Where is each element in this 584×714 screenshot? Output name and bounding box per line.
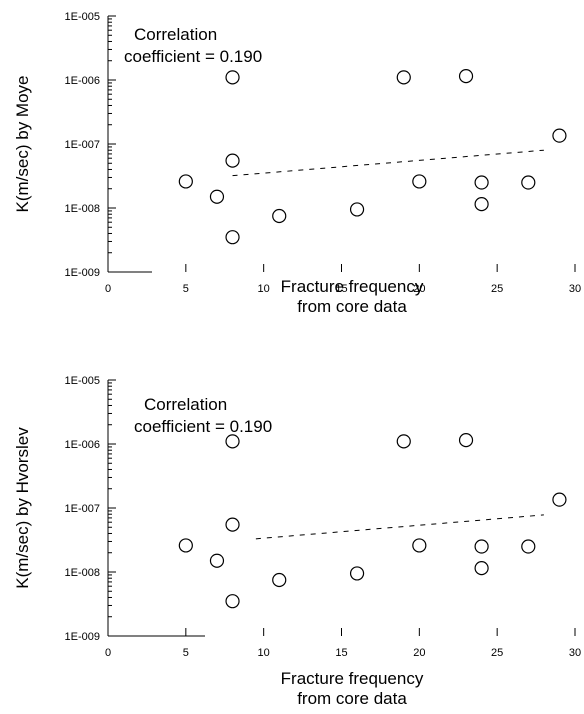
data-point (272, 572, 287, 588)
x-tick-label: 30 (569, 283, 581, 295)
data-point (178, 538, 193, 553)
y-tick-label: 1E-006 (65, 75, 100, 87)
data-point (474, 561, 489, 576)
data-point (458, 433, 474, 448)
data-point (474, 539, 489, 554)
chart-moye: 1E-009 1E-008 1E-007 1E-006 1E-005 0 5 10 15 20 2… (13, 11, 581, 316)
data-point (412, 538, 427, 553)
y-tick-label: 1E-009 (65, 631, 100, 643)
annotation-line-1: Correlation (134, 25, 217, 44)
y-tick-label: 1E-007 (65, 139, 100, 151)
data-point (412, 174, 427, 189)
data-point (225, 517, 240, 532)
data-point (349, 566, 365, 581)
data-point (225, 434, 240, 449)
tick-marks (107, 15, 576, 273)
data-point (225, 230, 240, 245)
data-points (178, 69, 567, 245)
data-point (396, 434, 411, 449)
x-tick-label: 20 (413, 647, 425, 659)
data-point (178, 174, 193, 189)
x-axis-title-line-2: from core data (297, 297, 407, 316)
y-tick-labels: 1E-009 1E-008 1E-007 1E-006 1E-005 (65, 375, 100, 643)
x-axis-title-line-1: Fracture frequency (281, 277, 424, 296)
data-point (521, 175, 536, 190)
y-axis-title: K(m/sec) by Hvorslev (13, 427, 32, 589)
trend-line (255, 514, 544, 540)
data-point (349, 202, 365, 217)
y-tick-label: 1E-006 (65, 439, 100, 451)
data-point (209, 189, 225, 204)
data-point (474, 175, 489, 190)
y-tick-label: 1E-005 (65, 375, 100, 387)
x-tick-label: 10 (258, 647, 270, 659)
x-tick-label: 5 (183, 283, 189, 295)
data-point (225, 594, 240, 609)
trend-line-segment (232, 149, 544, 177)
y-tick-label: 1E-008 (65, 203, 100, 215)
x-tick-label: 10 (258, 283, 270, 295)
data-point (225, 153, 240, 168)
x-tick-label: 25 (491, 647, 503, 659)
x-tick-label: 15 (335, 283, 347, 295)
y-tick-label: 1E-008 (65, 567, 100, 579)
data-point (474, 197, 489, 212)
x-tick-label: 5 (183, 647, 189, 659)
data-point (458, 69, 474, 84)
data-point (225, 70, 240, 85)
y-tick-label: 1E-007 (65, 503, 100, 515)
y-tick-labels: 1E-009 1E-008 1E-007 1E-006 1E-005 (65, 11, 100, 279)
x-tick-label: 0 (105, 283, 111, 295)
y-tick-label: 1E-009 (65, 267, 100, 279)
annotation-line-1: Correlation (144, 395, 227, 414)
x-tick-label: 0 (105, 647, 111, 659)
data-point (396, 70, 411, 85)
y-tick-label: 1E-005 (65, 11, 100, 23)
x-tick-label: 15 (335, 647, 347, 659)
x-axis-title-line-2: from core data (297, 689, 407, 708)
x-tick-label: 25 (491, 283, 503, 295)
x-tick-label: 30 (569, 647, 581, 659)
data-point (552, 128, 567, 143)
data-point (272, 208, 287, 224)
chart-hvorslev: 1E-009 1E-008 1E-007 1E-006 1E-005 0 5 10 15 20 2… (13, 375, 581, 708)
x-axis-title-line-1: Fracture frequency (281, 669, 424, 688)
trend-line-segment (255, 514, 544, 540)
annotation-line-2: coefficient = 0.190 (134, 417, 272, 436)
trend-line (232, 149, 544, 177)
x-tick-label: 20 (413, 283, 425, 295)
data-points (178, 433, 567, 609)
x-tick-labels: 0 5 10 15 20 25 30 (105, 647, 581, 659)
tick-marks (107, 379, 576, 637)
data-point (521, 539, 536, 554)
x-tick-labels: 0 5 10 15 20 25 30 (105, 283, 581, 295)
data-point (209, 553, 225, 568)
annotation-line-2: coefficient = 0.190 (124, 47, 262, 66)
y-axis-title: K(m/sec) by Moye (13, 76, 32, 213)
data-point (552, 492, 567, 507)
